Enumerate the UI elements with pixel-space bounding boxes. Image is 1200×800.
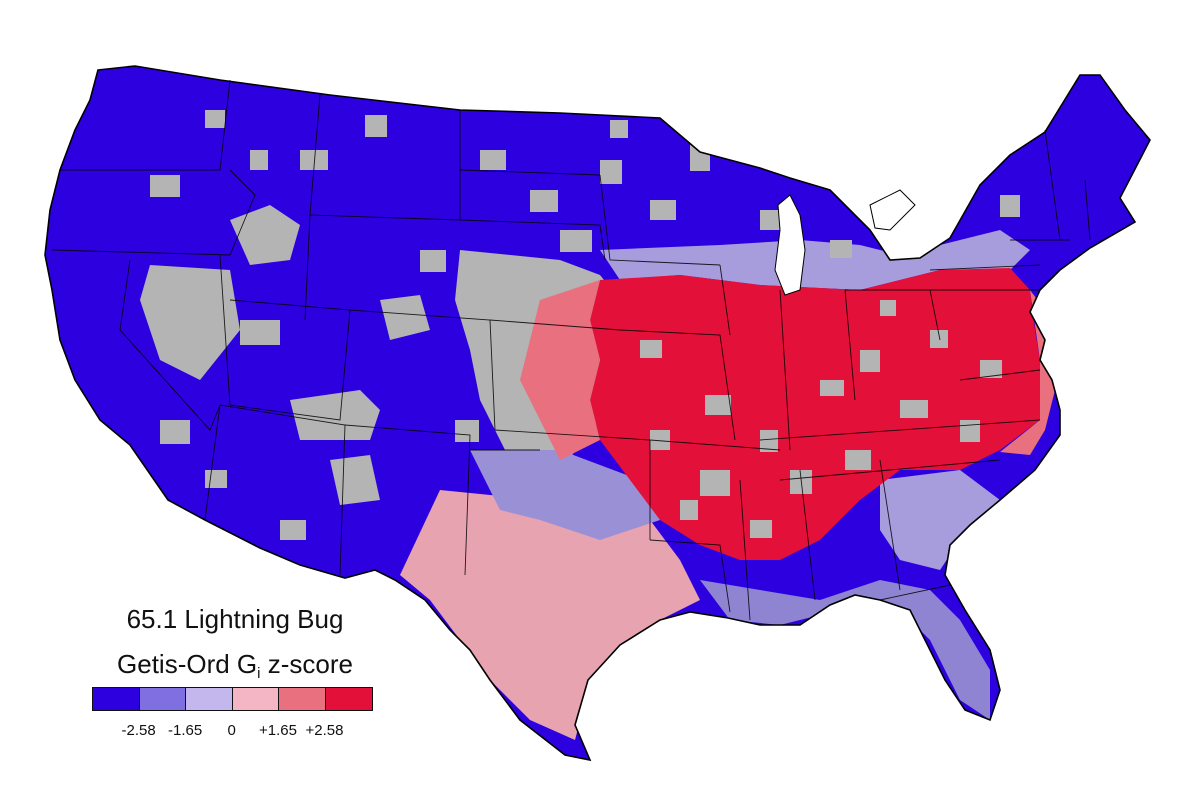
west-no-data-patches: [140, 110, 500, 540]
legend-label-subscript: i: [257, 665, 261, 682]
legend-tick-label: -2.58: [121, 722, 156, 739]
region-oklahoma-mixed: [470, 450, 660, 540]
region-gulf-weak-negative: [700, 580, 990, 720]
legend-color-bar: [92, 687, 373, 711]
lake-huron-edge: [869, 189, 916, 231]
map-title: 65.1 Lightning Bug: [126, 604, 344, 634]
legend-swatch: [279, 688, 326, 710]
hotspot-margin-west: [520, 280, 600, 460]
north-no-data-patches: [480, 120, 1020, 258]
legend-swatch: [93, 688, 140, 710]
no-data-speckles: [640, 300, 1002, 538]
legend-swatch: [325, 688, 372, 710]
legend-label-prefix: Getis-Ord G: [117, 649, 258, 679]
region-southeast-coast: [880, 470, 1000, 570]
legend-swatch: [139, 688, 186, 710]
region-great-lakes-transition: [600, 230, 1030, 290]
legend-tick-label: +2.58: [305, 722, 344, 739]
legend-tick-label: 0: [227, 722, 236, 739]
lake-michigan: [774, 194, 806, 296]
legend-swatch: [186, 688, 233, 710]
legend-tick-label: -1.65: [168, 722, 203, 739]
region-texas-weak-positive: [400, 480, 700, 740]
legend-label-suffix: z-score: [260, 649, 353, 679]
state-boundaries: [51, 79, 1091, 621]
legend-swatch: [232, 688, 279, 710]
us-outline: [44, 65, 1151, 762]
legend-label: Getis-Ord Gi z-score: [85, 649, 385, 689]
legend-tick-label: +1.65: [259, 722, 297, 739]
